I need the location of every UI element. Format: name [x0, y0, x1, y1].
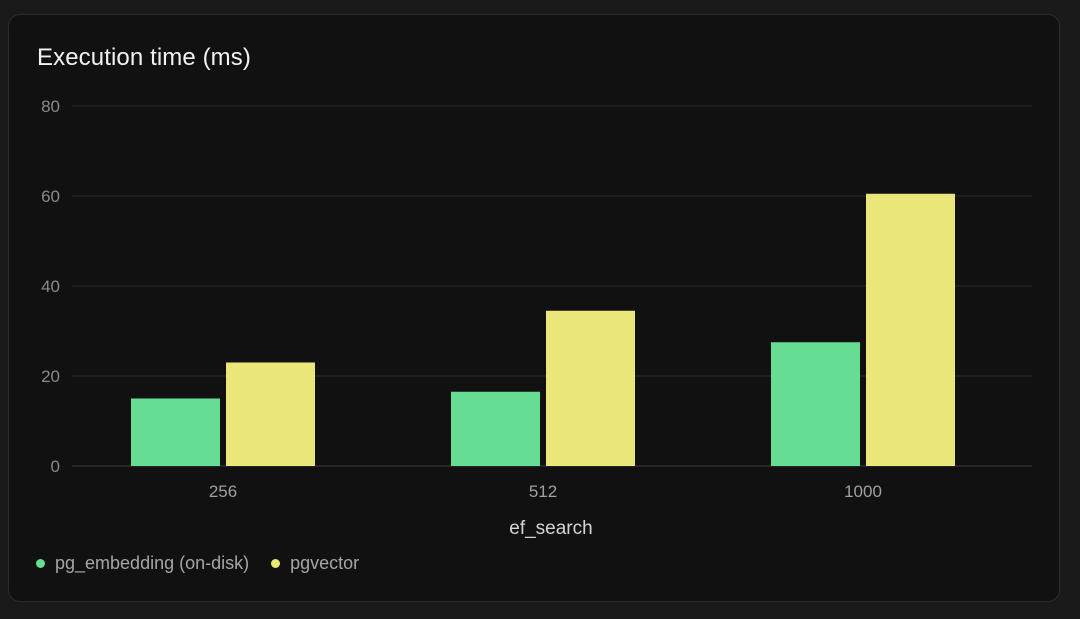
x-tick-label: 256 — [209, 482, 237, 501]
y-tick-label: 80 — [41, 97, 60, 116]
legend-swatch-pg-embedding — [36, 559, 45, 568]
legend-label-pg-embedding: pg_embedding (on-disk) — [55, 553, 250, 573]
bars — [131, 193, 955, 466]
legend-item-pgvector[interactable]: pgvector — [271, 553, 359, 574]
bar-pgvector-512 — [546, 310, 635, 466]
x-tick-label: 512 — [529, 482, 557, 501]
x-axis-label: ef_search — [509, 518, 592, 539]
bar-pg-embedding-1000 — [771, 342, 860, 466]
bar-pgvector-1000 — [866, 193, 955, 466]
bar-pgvector-256 — [226, 362, 315, 466]
bar-pg-embedding-512 — [451, 391, 540, 466]
x-axis-ticks: 256 512 1000 — [209, 482, 882, 501]
bar-pg-embedding-256 — [131, 398, 220, 466]
chart-title: Execution time (ms) — [37, 44, 251, 71]
y-axis-ticks: 0 20 40 60 80 — [41, 97, 60, 476]
y-tick-label: 60 — [41, 187, 60, 206]
legend-label-pgvector: pgvector — [290, 553, 360, 573]
y-tick-label: 20 — [41, 367, 60, 386]
legend-item-pg-embedding[interactable]: pg_embedding (on-disk) — [36, 553, 249, 574]
y-tick-label: 0 — [51, 457, 60, 476]
x-tick-label: 1000 — [844, 482, 882, 501]
legend: pg_embedding (on-disk) pgvector — [36, 553, 359, 574]
legend-swatch-pgvector — [271, 559, 281, 568]
y-tick-label: 40 — [41, 277, 60, 296]
